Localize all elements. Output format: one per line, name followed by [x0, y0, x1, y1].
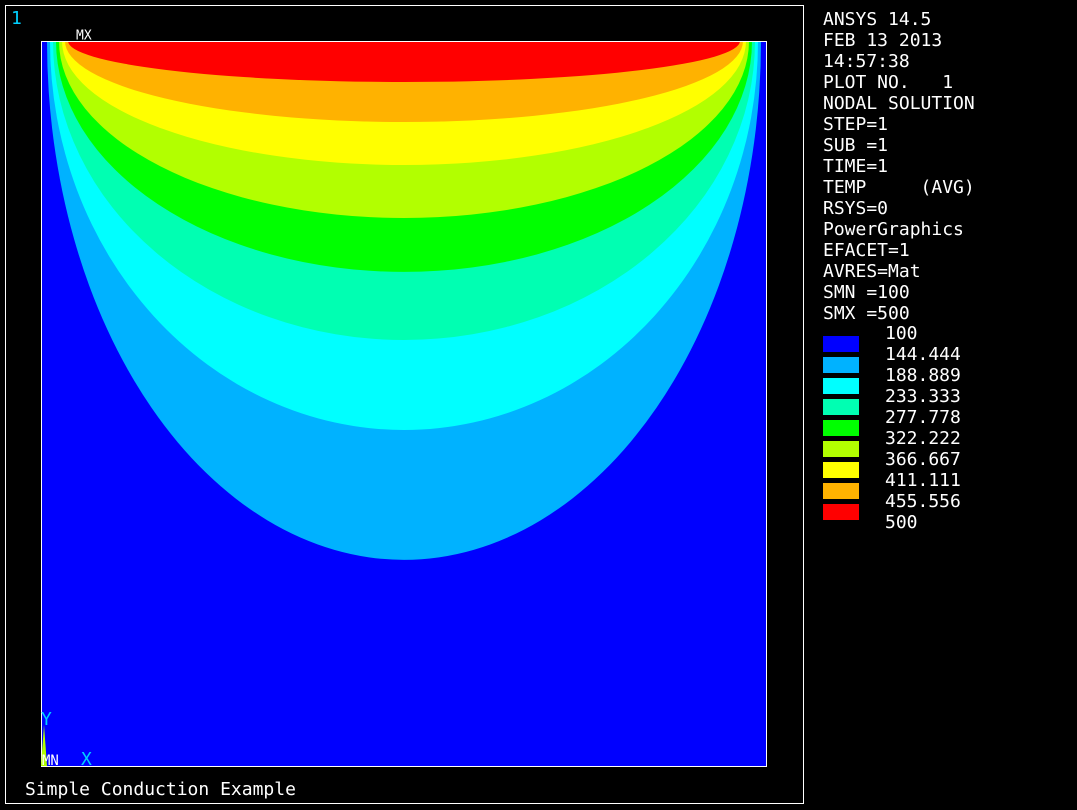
info-line: SUB =1 — [823, 135, 888, 156]
info-line: NODAL SOLUTION — [823, 93, 975, 114]
info-line: STEP=1 — [823, 114, 888, 135]
info-line: ANSYS 14.5 — [823, 9, 931, 30]
info-line: TIME=1 — [823, 156, 888, 177]
legend-swatch — [823, 378, 859, 394]
info-line: TEMP (AVG) — [823, 177, 975, 198]
legend-level: 322.222 — [885, 428, 961, 449]
legend-level: 455.556 — [885, 491, 961, 512]
info-line: PLOT NO. 1 — [823, 72, 953, 93]
info-line: PowerGraphics — [823, 219, 964, 240]
info-line: FEB 13 2013 — [823, 30, 942, 51]
legend-swatch — [823, 483, 859, 499]
legend-level: 188.889 — [885, 365, 961, 386]
legend-swatch — [823, 462, 859, 478]
min-label: MN — [42, 753, 59, 769]
legend-level: 233.333 — [885, 386, 961, 407]
y-axis-label: Y — [41, 709, 52, 730]
window-frame — [5, 5, 804, 804]
legend-level: 411.111 — [885, 470, 961, 491]
info-line: EFACET=1 — [823, 240, 910, 261]
legend-level: 144.444 — [885, 344, 961, 365]
legend-swatch — [823, 504, 859, 520]
legend-level: 500 — [885, 512, 918, 533]
contour-plot — [41, 41, 767, 767]
info-line: 14:57:38 — [823, 51, 910, 72]
window-number: 1 — [11, 8, 22, 29]
plot-outline — [41, 41, 767, 767]
info-line: SMN =100 — [823, 282, 910, 303]
x-axis-label: X — [81, 749, 92, 770]
info-line: RSYS=0 — [823, 198, 888, 219]
legend-level: 100 — [885, 323, 918, 344]
legend-swatch — [823, 420, 859, 436]
legend-swatch — [823, 441, 859, 457]
legend-swatch — [823, 336, 859, 352]
info-line: SMX =500 — [823, 303, 910, 324]
max-label: MX — [76, 29, 92, 44]
legend-level: 366.667 — [885, 449, 961, 470]
info-line: AVRES=Mat — [823, 261, 921, 282]
contour-band — [68, 41, 740, 82]
plot-title: Simple Conduction Example — [25, 779, 296, 800]
triad — [41, 725, 47, 766]
legend-level: 277.778 — [885, 407, 961, 428]
legend-swatch — [823, 357, 859, 373]
legend-swatch — [823, 399, 859, 415]
